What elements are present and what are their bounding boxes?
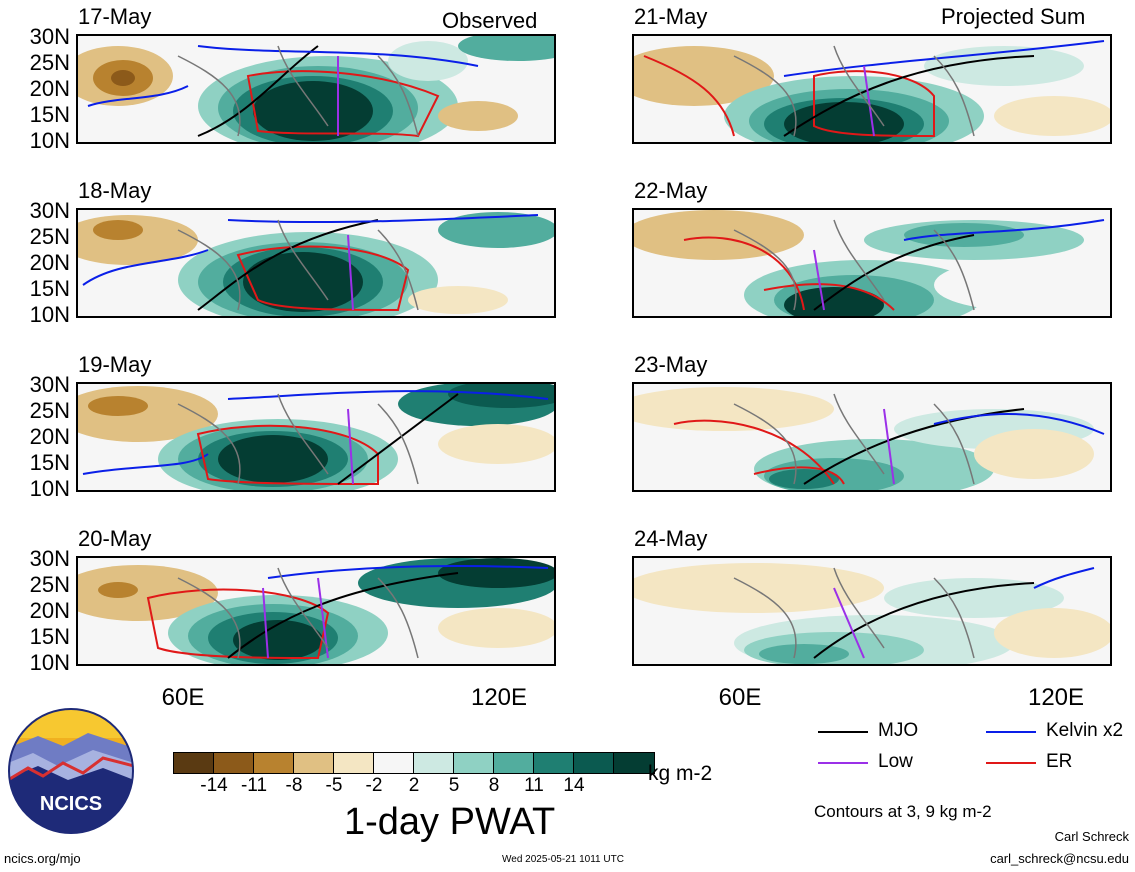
author-email[interactable]: carl_schreck@ncsu.edu xyxy=(990,851,1129,866)
colorbar-tick-label: 2 xyxy=(408,775,420,796)
colorbar-swatch xyxy=(534,753,574,773)
lat-label: 15N xyxy=(29,102,70,127)
legend-label-er: ER xyxy=(1046,751,1073,772)
lat-label: 25N xyxy=(29,224,70,249)
lat-label: 25N xyxy=(29,50,70,75)
pwat-field xyxy=(634,563,1110,664)
pwat-field xyxy=(634,387,1105,490)
legend-label-kelvin: Kelvin x2 xyxy=(1046,720,1124,741)
lat-label: 30N xyxy=(29,198,70,223)
panel-date-label: 23-May xyxy=(634,352,708,377)
lon-label: 120E xyxy=(470,684,528,711)
pwat-field xyxy=(78,558,554,664)
colorbar-tick-label: -5 xyxy=(325,775,343,796)
colorbar-tick-label: -14 xyxy=(200,775,228,796)
ncics-logo: NCICS xyxy=(8,708,134,834)
colorbar-tick-label: 14 xyxy=(563,775,585,796)
site-url[interactable]: ncics.org/mjo xyxy=(4,851,81,866)
colorbar-tick-label: 5 xyxy=(448,775,460,796)
legend-line-er xyxy=(986,762,1036,764)
colorbar-units: kg m-2 xyxy=(648,762,713,785)
lat-label: 15N xyxy=(29,450,70,475)
legend-line-kelvin xyxy=(986,731,1036,733)
panel-date-label: 19-May xyxy=(78,352,152,377)
author: Carl Schreck xyxy=(1054,829,1129,844)
lat-label: 25N xyxy=(29,398,70,423)
lat-label: 10N xyxy=(29,128,70,153)
map-panel-22-may xyxy=(632,208,1112,318)
colorbar-swatch xyxy=(254,753,294,773)
lat-label: 20N xyxy=(29,250,70,275)
pwat-field xyxy=(634,40,1110,142)
legend-line-mjo xyxy=(818,731,868,733)
map-panel-21-may xyxy=(632,34,1112,144)
map-panel-19-may xyxy=(76,382,556,492)
colorbar-tick-label: -2 xyxy=(365,775,383,796)
map-panel-24-may xyxy=(632,556,1112,666)
pwat-field xyxy=(634,210,1105,316)
panel-date-label: 17-May xyxy=(78,4,152,29)
lat-label: 20N xyxy=(29,76,70,101)
lon-label: 60E xyxy=(718,684,762,711)
colorbar-swatch xyxy=(334,753,374,773)
colorbar-swatch xyxy=(174,753,214,773)
lat-label: 10N xyxy=(29,650,70,675)
lat-label: 20N xyxy=(29,598,70,623)
panel-date-label: 22-May xyxy=(634,178,708,203)
colorbar-swatch xyxy=(294,753,334,773)
contour-note: Contours at 3, 9 kg m-2 xyxy=(814,802,992,821)
colorbar xyxy=(173,752,655,774)
panel-date-label: 24-May xyxy=(634,526,708,551)
pwat-field xyxy=(78,36,554,142)
lon-label: 60E xyxy=(161,684,205,711)
colorbar-tick-label: 8 xyxy=(488,775,500,796)
panel-date-label: 20-May xyxy=(78,526,152,551)
legend-label-mjo: MJO xyxy=(878,720,919,741)
panel-date-label: 21-May xyxy=(634,4,708,29)
colorbar-swatch xyxy=(414,753,454,773)
colorbar-swatch xyxy=(454,753,494,773)
logo-text: NCICS xyxy=(40,793,102,815)
field-title: 1-day PWAT xyxy=(344,801,556,843)
colorbar-swatch xyxy=(494,753,534,773)
colorbar-tick-label: -11 xyxy=(240,775,268,796)
colorbar-swatch xyxy=(374,753,414,773)
lat-label: 30N xyxy=(29,546,70,571)
colorbar-tick-label: -8 xyxy=(285,775,303,796)
lat-label: 25N xyxy=(29,572,70,597)
lat-label: 10N xyxy=(29,302,70,327)
map-panel-17-may xyxy=(76,34,556,144)
lat-label: 20N xyxy=(29,424,70,449)
pwat-field xyxy=(78,212,554,316)
lat-label: 15N xyxy=(29,276,70,301)
lat-label: 10N xyxy=(29,476,70,501)
lat-label: 30N xyxy=(29,24,70,49)
projected-header: Projected Sum xyxy=(941,4,1086,29)
colorbar-swatch xyxy=(574,753,614,773)
observed-header: Observed xyxy=(442,8,538,33)
pwat-field xyxy=(78,384,554,490)
map-panel-23-may xyxy=(632,382,1112,492)
panel-date-label: 18-May xyxy=(78,178,152,203)
lat-label: 30N xyxy=(29,372,70,397)
timestamp: Wed 2025-05-21 1011 UTC xyxy=(502,854,624,865)
legend-line-low xyxy=(818,762,868,764)
legend-label-low: Low xyxy=(878,751,913,772)
map-panel-18-may xyxy=(76,208,556,318)
colorbar-tick-label: 11 xyxy=(524,775,544,796)
colorbar-swatch xyxy=(214,753,254,773)
lat-label: 15N xyxy=(29,624,70,649)
lon-label: 120E xyxy=(1027,684,1085,711)
colorbar-swatch xyxy=(614,753,654,773)
map-panel-20-may xyxy=(76,556,556,666)
